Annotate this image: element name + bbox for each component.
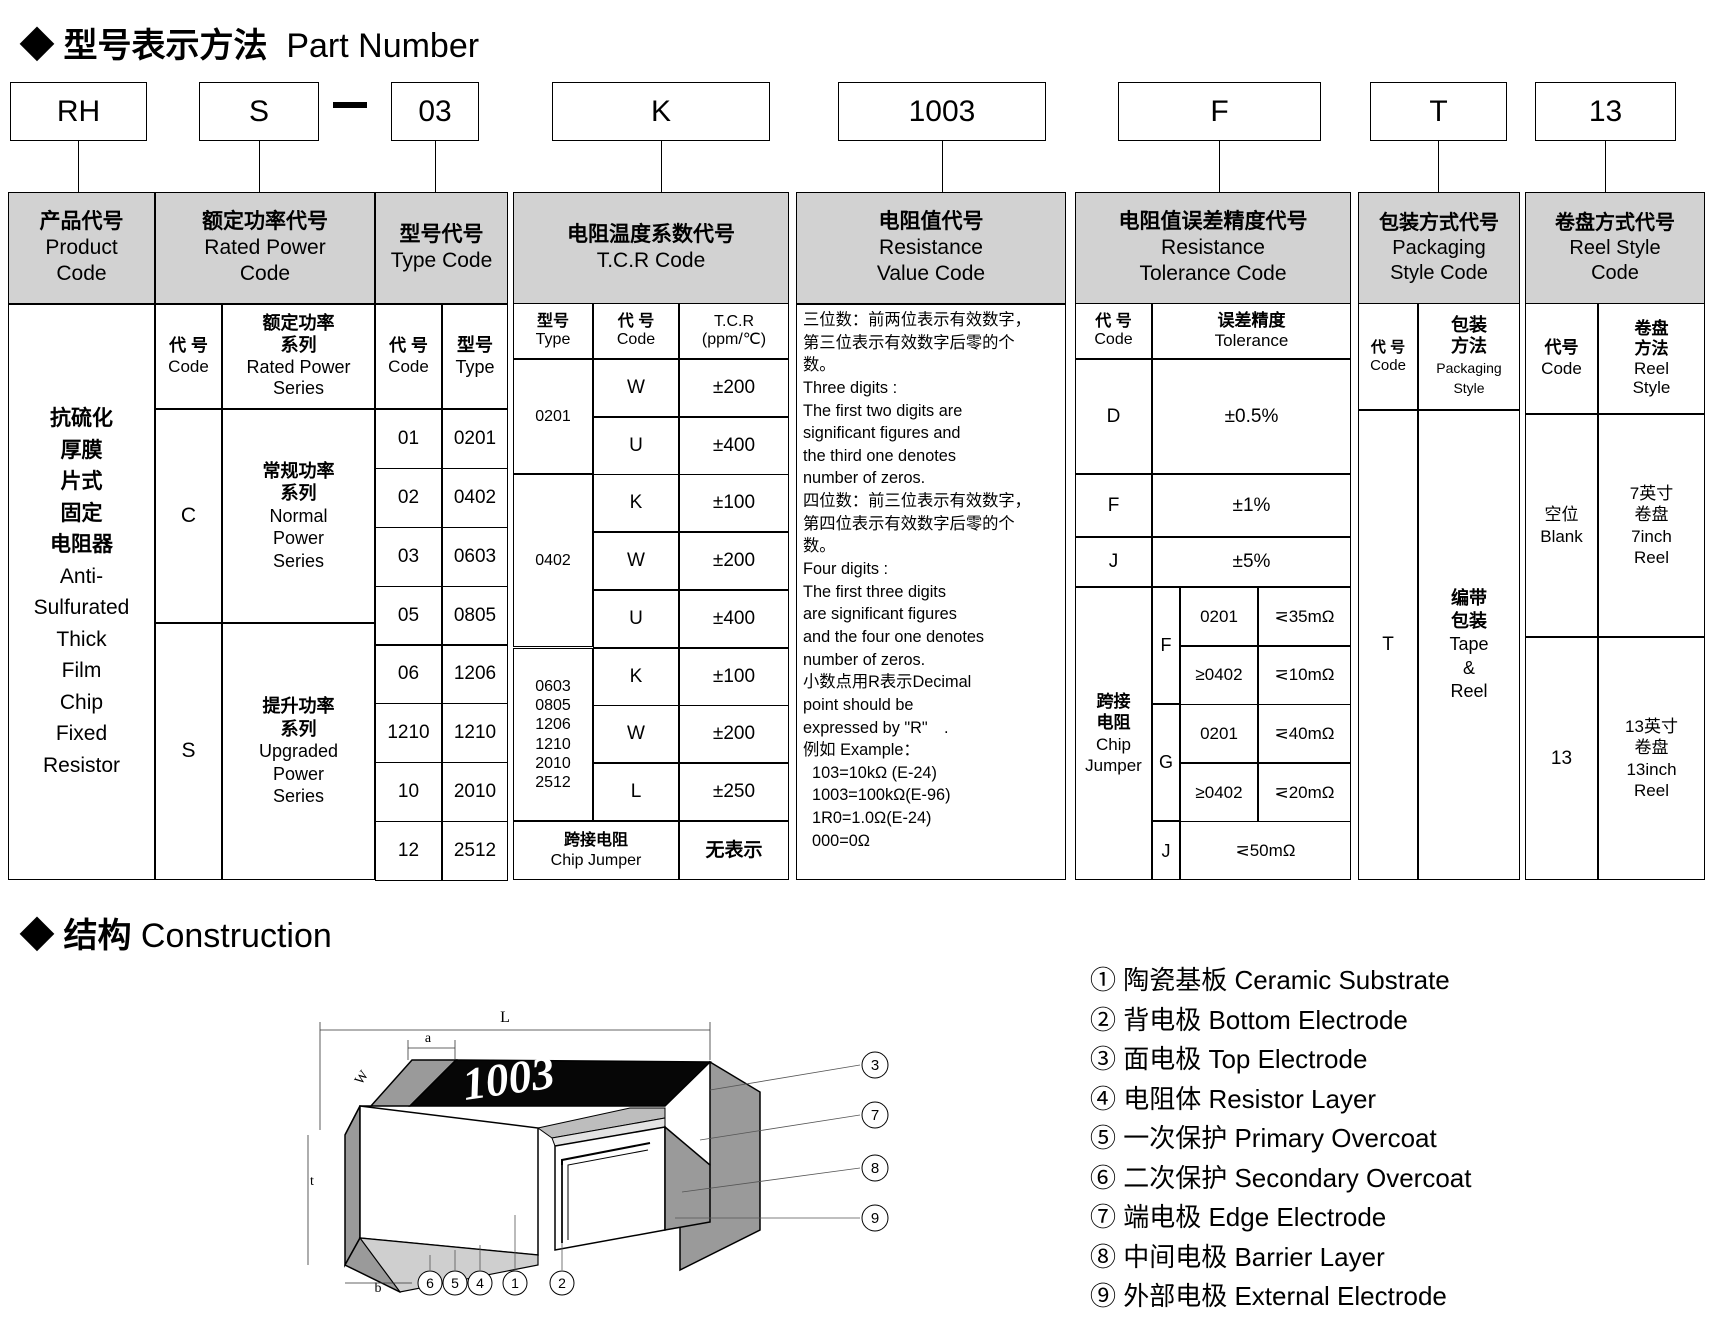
svg-text:9: 9 — [871, 1210, 879, 1227]
svg-text:W: W — [352, 1068, 372, 1088]
svg-text:L: L — [500, 1009, 510, 1026]
svg-text:8: 8 — [871, 1160, 879, 1177]
svg-text:2: 2 — [558, 1275, 566, 1291]
svg-text:3: 3 — [871, 1057, 879, 1074]
svg-text:a: a — [425, 1031, 432, 1046]
svg-text:6: 6 — [426, 1275, 434, 1291]
svg-text:4: 4 — [476, 1275, 484, 1291]
svg-text:1: 1 — [511, 1275, 519, 1291]
svg-text:7: 7 — [871, 1107, 879, 1124]
svg-text:5: 5 — [451, 1275, 459, 1291]
svg-text:t: t — [310, 1174, 314, 1189]
